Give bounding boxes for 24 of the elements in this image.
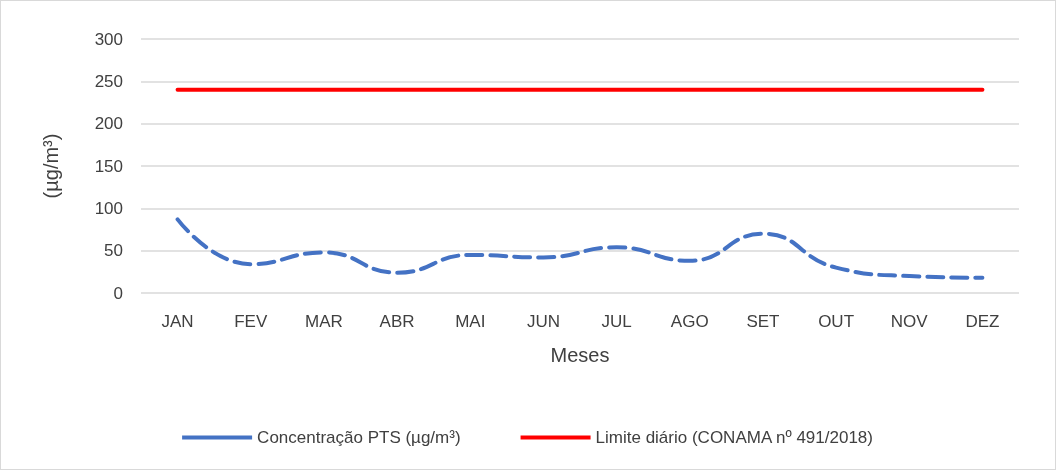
y-tick-label: 300 (94, 29, 123, 49)
y-tick-label: 200 (94, 114, 123, 134)
y-tick-label: 0 (113, 283, 123, 303)
x-tick-label: DEZ (965, 312, 1000, 331)
y-tick-label: 150 (94, 156, 123, 176)
x-axis-title: Meses (550, 344, 610, 366)
x-tick-label: NOV (890, 312, 929, 331)
x-tick-label: OUT (818, 312, 855, 331)
y-axis-title: (µg/m³) (40, 133, 62, 199)
line-series (175, 217, 985, 280)
x-tick-label: JAN (161, 312, 194, 331)
legend-label: Concentração PTS (µg/m³) (257, 428, 461, 447)
y-tick-label: 100 (94, 198, 123, 218)
x-tick-label: FEV (234, 312, 268, 331)
x-tick-label: AGO (670, 312, 709, 331)
x-tick-label: MAR (305, 312, 343, 331)
x-tick-label: ABR (379, 312, 415, 331)
x-tick-label: SET (746, 312, 780, 331)
y-tick-label: 250 (94, 71, 123, 91)
legend-label: Limite diário (CONAMA nº 491/2018) (595, 428, 873, 447)
x-tick-label: MAI (455, 312, 486, 331)
x-tick-label: JUL (601, 312, 632, 331)
x-tick-label: JUN (526, 312, 560, 331)
y-tick-label: 50 (104, 241, 123, 261)
